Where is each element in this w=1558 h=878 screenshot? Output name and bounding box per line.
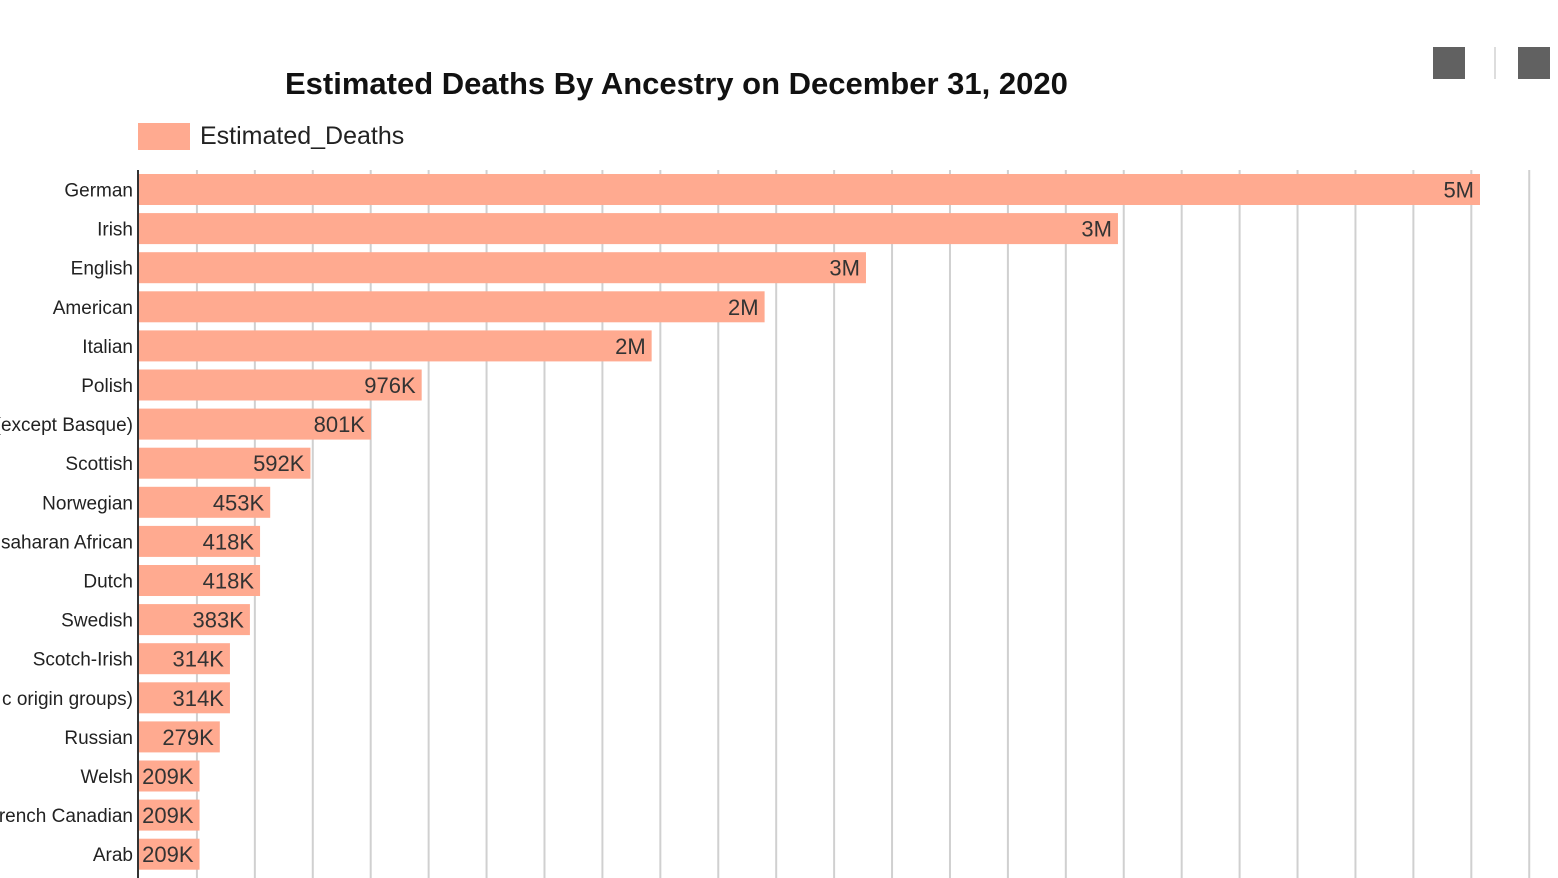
category-label: Russian xyxy=(64,728,133,749)
category-label: Norwegian xyxy=(42,493,133,514)
category-label: English xyxy=(71,259,133,280)
legend-label: Estimated_Deaths xyxy=(200,122,405,150)
bar xyxy=(139,565,261,596)
category-label: saharan African xyxy=(1,532,133,553)
category-label: Italian xyxy=(82,337,133,358)
data-label: 209K xyxy=(142,803,194,828)
toolbar-button-2[interactable] xyxy=(1518,47,1550,79)
data-label: 418K xyxy=(203,529,255,554)
bar xyxy=(139,174,1480,205)
bar xyxy=(139,760,200,792)
bar xyxy=(139,799,200,831)
bar xyxy=(139,369,422,401)
data-label: 801K xyxy=(314,412,366,437)
bar xyxy=(139,213,1118,245)
data-label: 418K xyxy=(203,569,255,594)
data-label: 592K xyxy=(253,451,305,476)
data-label: 279K xyxy=(162,725,214,750)
data-label: 314K xyxy=(173,686,225,711)
legend-swatch xyxy=(138,123,190,150)
category-label: Polish xyxy=(81,376,133,397)
toolbar-button-1[interactable] xyxy=(1433,47,1465,79)
toolbar-divider xyxy=(1494,47,1496,79)
bar xyxy=(139,838,200,870)
category-label: Scottish xyxy=(65,454,133,475)
category-label: c origin groups) xyxy=(2,689,133,710)
category-label: Irish xyxy=(97,220,133,241)
category-label: Scotch-Irish xyxy=(33,650,133,671)
data-label: 3M xyxy=(1081,217,1112,242)
category-label: German xyxy=(64,181,133,202)
category-label: rench Canadian xyxy=(0,806,133,827)
category-label: (except Basque) xyxy=(0,415,133,436)
data-label: 976K xyxy=(364,373,416,398)
category-label: Arab xyxy=(93,845,133,866)
bar xyxy=(139,486,271,518)
data-label: 209K xyxy=(142,842,194,867)
category-label: Dutch xyxy=(83,572,133,593)
bar xyxy=(139,291,765,323)
bar xyxy=(139,447,311,479)
data-label: 383K xyxy=(193,608,245,633)
data-label: 453K xyxy=(213,490,265,515)
category-label: Swedish xyxy=(61,611,133,632)
bar xyxy=(139,604,250,636)
chart-title: Estimated Deaths By Ancestry on December… xyxy=(285,66,1068,101)
bar xyxy=(139,525,261,557)
bar xyxy=(139,330,652,362)
bar xyxy=(139,721,220,753)
data-label: 2M xyxy=(615,334,646,359)
bar xyxy=(139,408,371,440)
data-label: 3M xyxy=(829,256,860,281)
data-label: 314K xyxy=(173,647,225,672)
chart-legend[interactable]: Estimated_Deaths xyxy=(138,122,404,151)
category-label: American xyxy=(53,298,133,319)
data-label: 5M xyxy=(1443,178,1474,203)
bar xyxy=(139,643,230,675)
category-label: Welsh xyxy=(81,767,133,788)
bar xyxy=(139,252,866,284)
data-label: 209K xyxy=(142,764,194,789)
bar xyxy=(139,682,230,714)
data-label: 2M xyxy=(728,295,759,320)
